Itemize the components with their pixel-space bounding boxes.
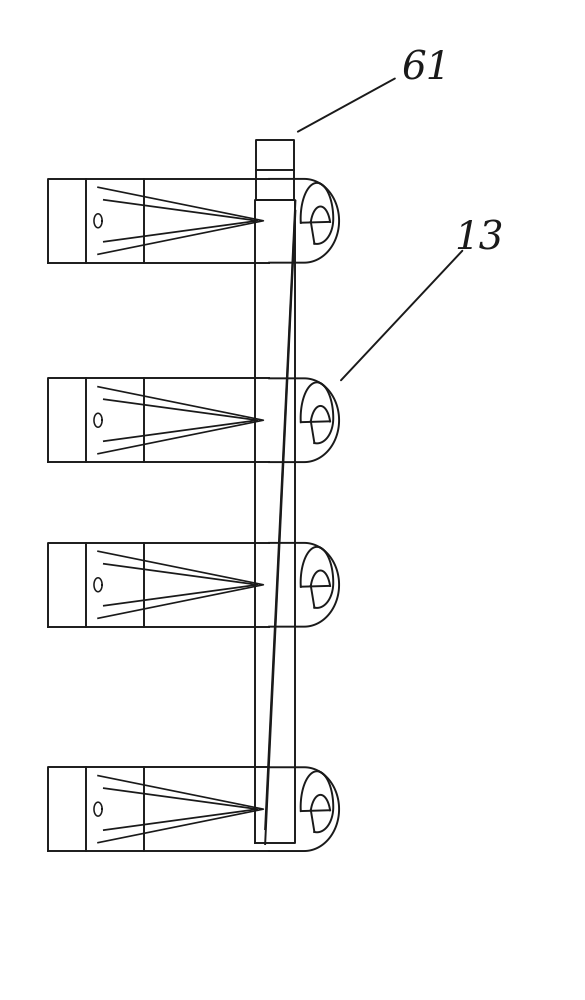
Text: 13: 13 — [454, 220, 504, 257]
Text: 61: 61 — [402, 51, 451, 88]
